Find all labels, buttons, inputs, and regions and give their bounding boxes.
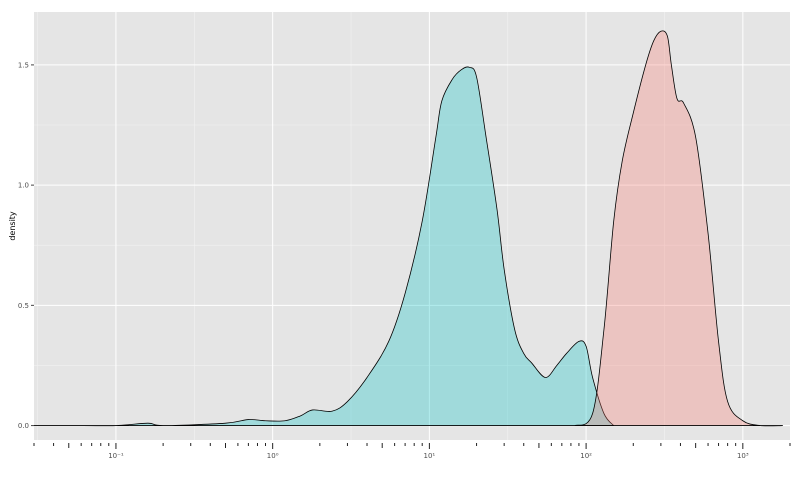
x-tick-label: 10¹ xyxy=(424,452,436,460)
y-axis-title: density xyxy=(8,211,17,241)
y-tick-label: 0.0 xyxy=(18,422,29,430)
x-axis: 10⁻¹ 10⁰ 10¹ 10² 10³ xyxy=(33,443,791,460)
x-tick-label: 10³ xyxy=(737,452,749,460)
density-areas xyxy=(33,30,783,427)
x-tick-label: 10⁰ xyxy=(267,452,279,460)
density-area-2 xyxy=(573,30,783,427)
x-tick-label: 10⁻¹ xyxy=(108,452,124,460)
density-area-1 xyxy=(33,66,615,427)
x-tick-label: 10² xyxy=(580,452,592,460)
y-tick-label: 0.5 xyxy=(18,302,29,310)
plot-panel xyxy=(34,12,790,440)
y-tick-label: 1.5 xyxy=(18,61,29,69)
y-tick-label: 1.0 xyxy=(18,182,29,190)
minor-gridlines xyxy=(34,12,790,440)
y-axis: 0.0 0.5 1.0 1.5 xyxy=(18,61,34,430)
